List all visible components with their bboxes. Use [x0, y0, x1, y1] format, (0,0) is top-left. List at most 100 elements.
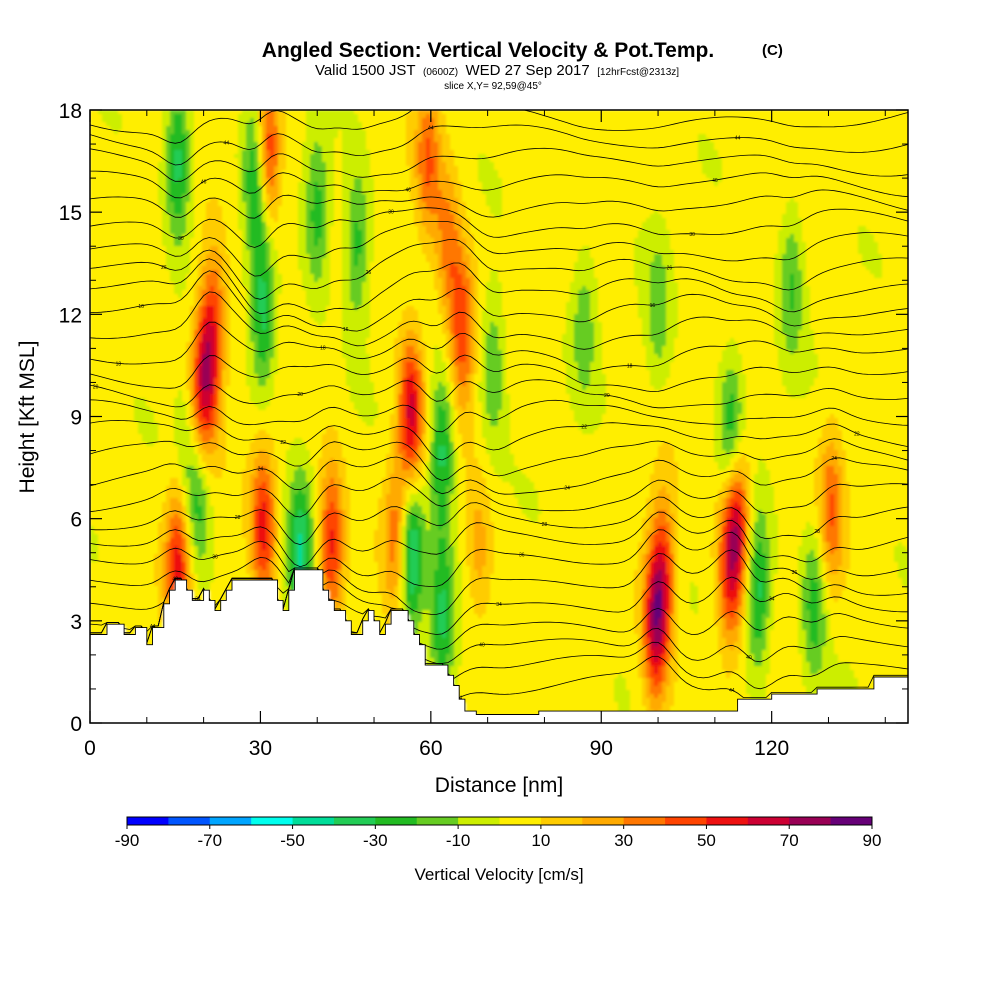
velocity-cell — [434, 186, 439, 191]
velocity-cell — [178, 190, 183, 195]
velocity-cell — [166, 150, 171, 155]
velocity-cell — [546, 154, 551, 159]
velocity-cell — [238, 126, 243, 131]
velocity-cell — [690, 178, 695, 183]
velocity-cell — [562, 182, 567, 187]
velocity-cell — [874, 134, 879, 139]
velocity-cell — [266, 198, 271, 203]
velocity-cell — [654, 178, 659, 183]
velocity-cell — [186, 190, 191, 195]
velocity-cell — [134, 138, 139, 143]
velocity-cell — [350, 122, 355, 127]
velocity-cell — [450, 202, 455, 207]
velocity-cell — [886, 130, 891, 135]
velocity-cell — [118, 182, 123, 187]
velocity-cell — [134, 194, 139, 199]
velocity-cell — [494, 178, 499, 183]
velocity-cell — [886, 126, 891, 131]
velocity-cell — [194, 134, 199, 139]
velocity-cell — [806, 186, 811, 191]
velocity-cell — [298, 118, 303, 123]
velocity-cell — [190, 118, 195, 123]
velocity-cell — [766, 134, 771, 139]
velocity-cell — [818, 190, 823, 195]
velocity-cell — [886, 182, 891, 187]
velocity-cell — [90, 122, 95, 127]
velocity-cell — [566, 110, 571, 115]
velocity-cell — [242, 206, 247, 211]
velocity-cell — [186, 170, 191, 175]
velocity-cell — [170, 126, 175, 131]
velocity-cell — [618, 118, 623, 123]
velocity-cell — [726, 126, 731, 131]
velocity-cell — [534, 170, 539, 175]
velocity-cell — [566, 142, 571, 147]
velocity-cell — [738, 114, 743, 119]
velocity-cell — [438, 182, 443, 187]
velocity-cell — [282, 118, 287, 123]
velocity-cell — [826, 122, 831, 127]
velocity-cell — [310, 170, 315, 175]
velocity-cell — [714, 142, 719, 147]
velocity-cell — [314, 170, 319, 175]
velocity-cell — [842, 130, 847, 135]
velocity-cell — [858, 142, 863, 147]
velocity-cell — [190, 130, 195, 135]
velocity-cell — [774, 178, 779, 183]
velocity-cell — [834, 134, 839, 139]
velocity-cell — [186, 114, 191, 119]
velocity-cell — [618, 126, 623, 131]
velocity-cell — [782, 198, 787, 203]
velocity-cell — [170, 170, 175, 175]
velocity-cell — [346, 146, 351, 151]
velocity-cell — [382, 182, 387, 187]
velocity-cell — [338, 178, 343, 183]
velocity-cell — [590, 142, 595, 147]
velocity-cell — [486, 130, 491, 135]
velocity-cell — [198, 178, 203, 183]
velocity-cell — [206, 134, 211, 139]
velocity-cell — [494, 182, 499, 187]
velocity-cell — [366, 154, 371, 159]
velocity-cell — [578, 126, 583, 131]
velocity-cell — [802, 178, 807, 183]
velocity-cell — [894, 142, 899, 147]
velocity-cell — [654, 166, 659, 171]
velocity-cell — [490, 186, 495, 191]
velocity-cell — [846, 118, 851, 123]
velocity-cell — [342, 150, 347, 155]
velocity-cell — [622, 110, 627, 115]
velocity-cell — [806, 150, 811, 155]
velocity-cell — [838, 126, 843, 131]
velocity-cell — [114, 194, 119, 199]
velocity-cell — [186, 134, 191, 139]
velocity-cell — [410, 114, 415, 119]
velocity-cell — [394, 114, 399, 119]
velocity-cell — [838, 110, 843, 115]
velocity-cell — [866, 162, 871, 167]
velocity-cell — [698, 162, 703, 167]
velocity-cell — [386, 122, 391, 127]
velocity-cell — [302, 194, 307, 199]
velocity-cell — [158, 122, 163, 127]
velocity-cell — [902, 122, 907, 127]
velocity-cell — [114, 150, 119, 155]
velocity-cell — [306, 182, 311, 187]
velocity-cell — [298, 110, 303, 115]
velocity-cell — [506, 126, 511, 131]
velocity-cell — [786, 122, 791, 127]
velocity-cell — [346, 134, 351, 139]
velocity-cell — [222, 150, 227, 155]
velocity-cell — [166, 134, 171, 139]
velocity-cell — [642, 146, 647, 151]
velocity-cell — [550, 202, 555, 207]
velocity-cell — [862, 114, 867, 119]
velocity-cell — [206, 110, 211, 115]
velocity-cell — [106, 166, 111, 171]
velocity-cell — [278, 182, 283, 187]
velocity-cell — [182, 118, 187, 123]
velocity-cell — [706, 166, 711, 171]
velocity-cell — [294, 146, 299, 151]
velocity-cell — [622, 146, 627, 151]
velocity-cell — [690, 114, 695, 119]
